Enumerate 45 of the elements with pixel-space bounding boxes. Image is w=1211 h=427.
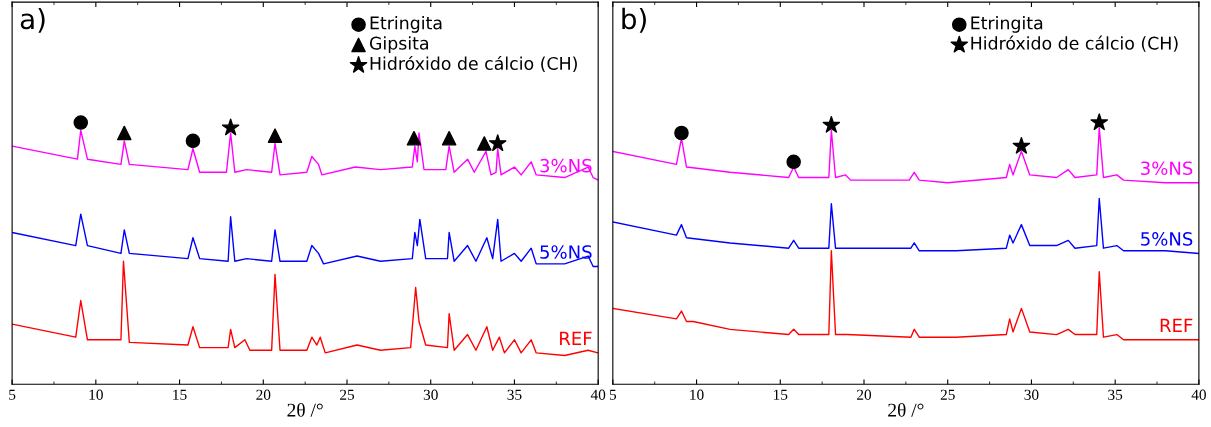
point: [185, 133, 201, 149]
x-tick-label: 5: [9, 389, 16, 400]
chart-title: b): [622, 7, 646, 33]
point: [1012, 136, 1031, 154]
point: [488, 134, 507, 152]
x-tick-label: 15: [773, 389, 788, 400]
x-tick-label: 10: [690, 389, 704, 400]
point: [73, 115, 89, 130]
x-tick-label: 25: [340, 389, 355, 400]
point: [1090, 113, 1109, 131]
legend-label: Etringita: [971, 16, 1043, 33]
point: [441, 130, 457, 146]
series-label: 5%NS: [540, 245, 592, 259]
series-label: REF: [1160, 318, 1193, 332]
x-tick-label: 30: [1024, 389, 1039, 400]
point: [477, 136, 492, 151]
x-tick-label: 35: [1108, 389, 1123, 400]
chart-title: a): [20, 7, 45, 33]
x-tick-label: 40: [590, 389, 606, 400]
series-label: 5%NS: [1141, 232, 1193, 246]
point: [674, 125, 689, 141]
x-tick-label: 15: [173, 389, 187, 400]
legend-label: Etringita: [370, 16, 442, 33]
series-label: 3%NS: [540, 158, 592, 173]
point: [822, 115, 841, 133]
x-axis-title: 2θ /°: [888, 402, 924, 417]
series-label: 3%NS: [1141, 161, 1193, 176]
x-tick-label: 5: [609, 389, 617, 400]
series-label: REF: [560, 331, 592, 345]
x-tick-label: 20: [857, 389, 872, 400]
x-tick-label: 20: [256, 389, 271, 400]
x-tick-label: 10: [89, 389, 103, 400]
x-tick-label: 35: [507, 389, 522, 400]
legend-label: Hidróxido de cálcio (CH): [370, 55, 577, 73]
point: [117, 125, 132, 141]
x-tick-label: 40: [1191, 389, 1206, 400]
point: [786, 154, 801, 170]
x-tick-label: 25: [940, 389, 955, 400]
x-axis-title: 2θ /°: [287, 402, 323, 417]
point: [221, 118, 240, 136]
point: [267, 128, 283, 143]
x-tick-label: 30: [423, 389, 438, 400]
legend-label: Gipsita: [369, 36, 429, 54]
point: [406, 130, 422, 146]
legend-label: Hidróxido de cálcio (CH): [971, 35, 1178, 52]
